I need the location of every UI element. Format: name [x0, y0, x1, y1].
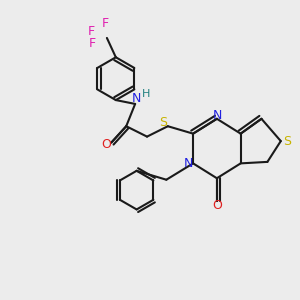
Text: N: N — [213, 109, 222, 122]
Text: F: F — [88, 25, 95, 38]
Text: H: H — [142, 89, 151, 99]
Text: F: F — [102, 17, 109, 30]
Text: N: N — [184, 157, 193, 170]
Text: F: F — [89, 38, 96, 50]
Text: O: O — [101, 138, 111, 151]
Text: S: S — [283, 135, 291, 148]
Text: O: O — [212, 200, 222, 212]
Text: S: S — [159, 116, 167, 129]
Text: N: N — [131, 92, 141, 105]
